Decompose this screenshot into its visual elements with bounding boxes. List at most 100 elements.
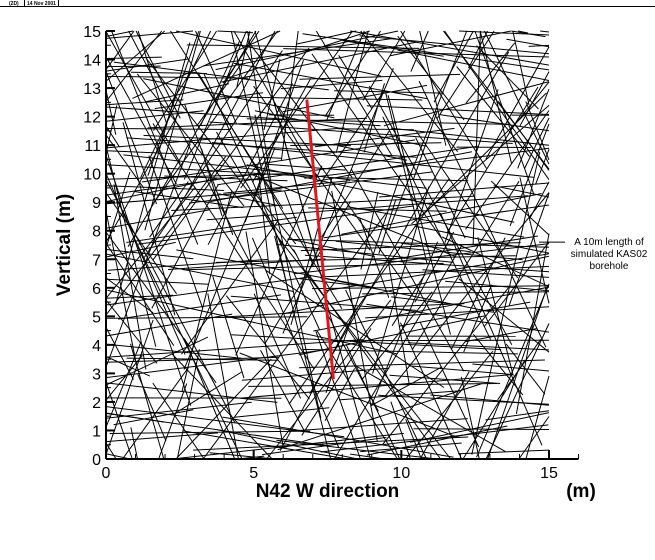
fracture-segment [130,71,207,74]
fracture-segment [185,30,276,197]
fracture-segment [143,50,283,259]
header-divider [58,0,59,6]
x-tick-label: 5 [249,465,258,482]
fracture-segment [183,262,444,271]
fracture-segment [148,155,204,309]
fracture-segment [419,371,470,460]
fracture-segment [134,191,244,209]
fracture-segment [246,164,515,223]
fracture-segment [105,31,181,164]
fracture-segment [315,30,393,157]
fracture-segment [152,30,278,204]
y-tick-label: 7 [92,252,101,269]
fracture-segment [215,255,516,263]
fracture-segment [105,243,175,346]
fracture-segment [183,30,247,180]
y-tick-label: 9 [92,195,101,212]
y-tick-label: 1 [92,423,101,440]
fracture-segment [145,83,230,103]
fracture-segment [105,30,194,39]
fracture-segment [236,30,251,87]
mode-tag: (2D) [9,1,19,7]
fracture-segment [474,30,535,195]
fracture-segment [465,110,550,230]
fracture-segment [141,139,416,183]
fracture-segment [372,186,430,374]
fracture-segment [105,278,209,285]
fracture-segment [105,382,278,403]
fracture-segment [479,30,513,165]
fracture-segment [419,321,480,448]
fracture-segment [105,110,204,122]
fracture-segment [264,163,346,171]
fracture-segment [302,348,518,355]
fracture-segment [254,30,319,267]
fracture-segment [144,30,201,231]
x-axis-label: N42 W direction [256,481,400,502]
fracture-segment [167,258,326,270]
fracture-segment [512,30,530,106]
fracture-segment [408,365,512,375]
fracture-segment [311,53,443,239]
fracture-segment [122,122,176,316]
fracture-segment [458,449,550,455]
fracture-segment [338,145,408,161]
x-tick-label: 0 [102,465,111,482]
fracture-segment [446,86,539,234]
fracture-segment [197,72,343,309]
fracture-segment [383,81,550,127]
fracture-segment [140,30,212,178]
fracture-segment [477,237,514,376]
fracture-segment [419,30,447,146]
fracture-segment [290,142,442,146]
fracture-segment [439,114,550,132]
fracture-segment [409,412,550,443]
fracture-segment [105,58,189,72]
fracture-segment [360,442,462,453]
x-axis-unit: (m) [566,481,596,502]
fracture-segment [287,418,468,432]
fracture-segment [518,416,550,460]
fracture-segment [143,134,352,147]
fracture-segment [186,44,420,49]
fracture-segment [266,299,392,460]
fracture-segment [277,106,414,296]
fracture-segment [227,30,370,79]
fracture-segment [473,333,524,396]
fracture-segment [485,46,550,160]
fracture-segment [389,374,501,384]
fracture-segment [219,96,423,101]
fracture-segment [345,289,427,460]
fracture-segment [387,95,451,335]
fracture-segment [366,425,508,456]
fracture-segment [412,111,438,181]
fracture-segment [384,192,550,397]
fracture-segment [508,193,550,307]
fracture-segment [151,184,219,309]
fracture-segment [315,331,361,460]
fracture-segment [250,173,457,258]
fracture-segment [105,339,364,358]
fracture-segment [471,151,541,455]
fracture-segment [390,401,411,460]
fracture-segment [370,366,443,407]
fracture-segment [519,71,550,127]
fracture-segment [240,30,353,189]
fracture-segment [201,148,223,216]
fracture-segment [476,45,539,110]
fracture-segment [304,147,550,179]
fracture-segment [137,374,167,442]
fracture-segment [231,334,502,351]
fracture-segment [384,235,539,262]
fracture-segment [276,439,437,460]
fracture-segment [217,429,358,460]
fracture-segment [105,209,210,229]
fracture-segment [371,303,465,308]
fracture-segment [324,368,356,421]
fracture-segment [485,323,550,460]
fracture-segment [203,37,395,67]
y-tick-label: 10 [83,167,101,184]
fracture-segment [253,192,297,245]
fracture-segment [126,137,417,158]
